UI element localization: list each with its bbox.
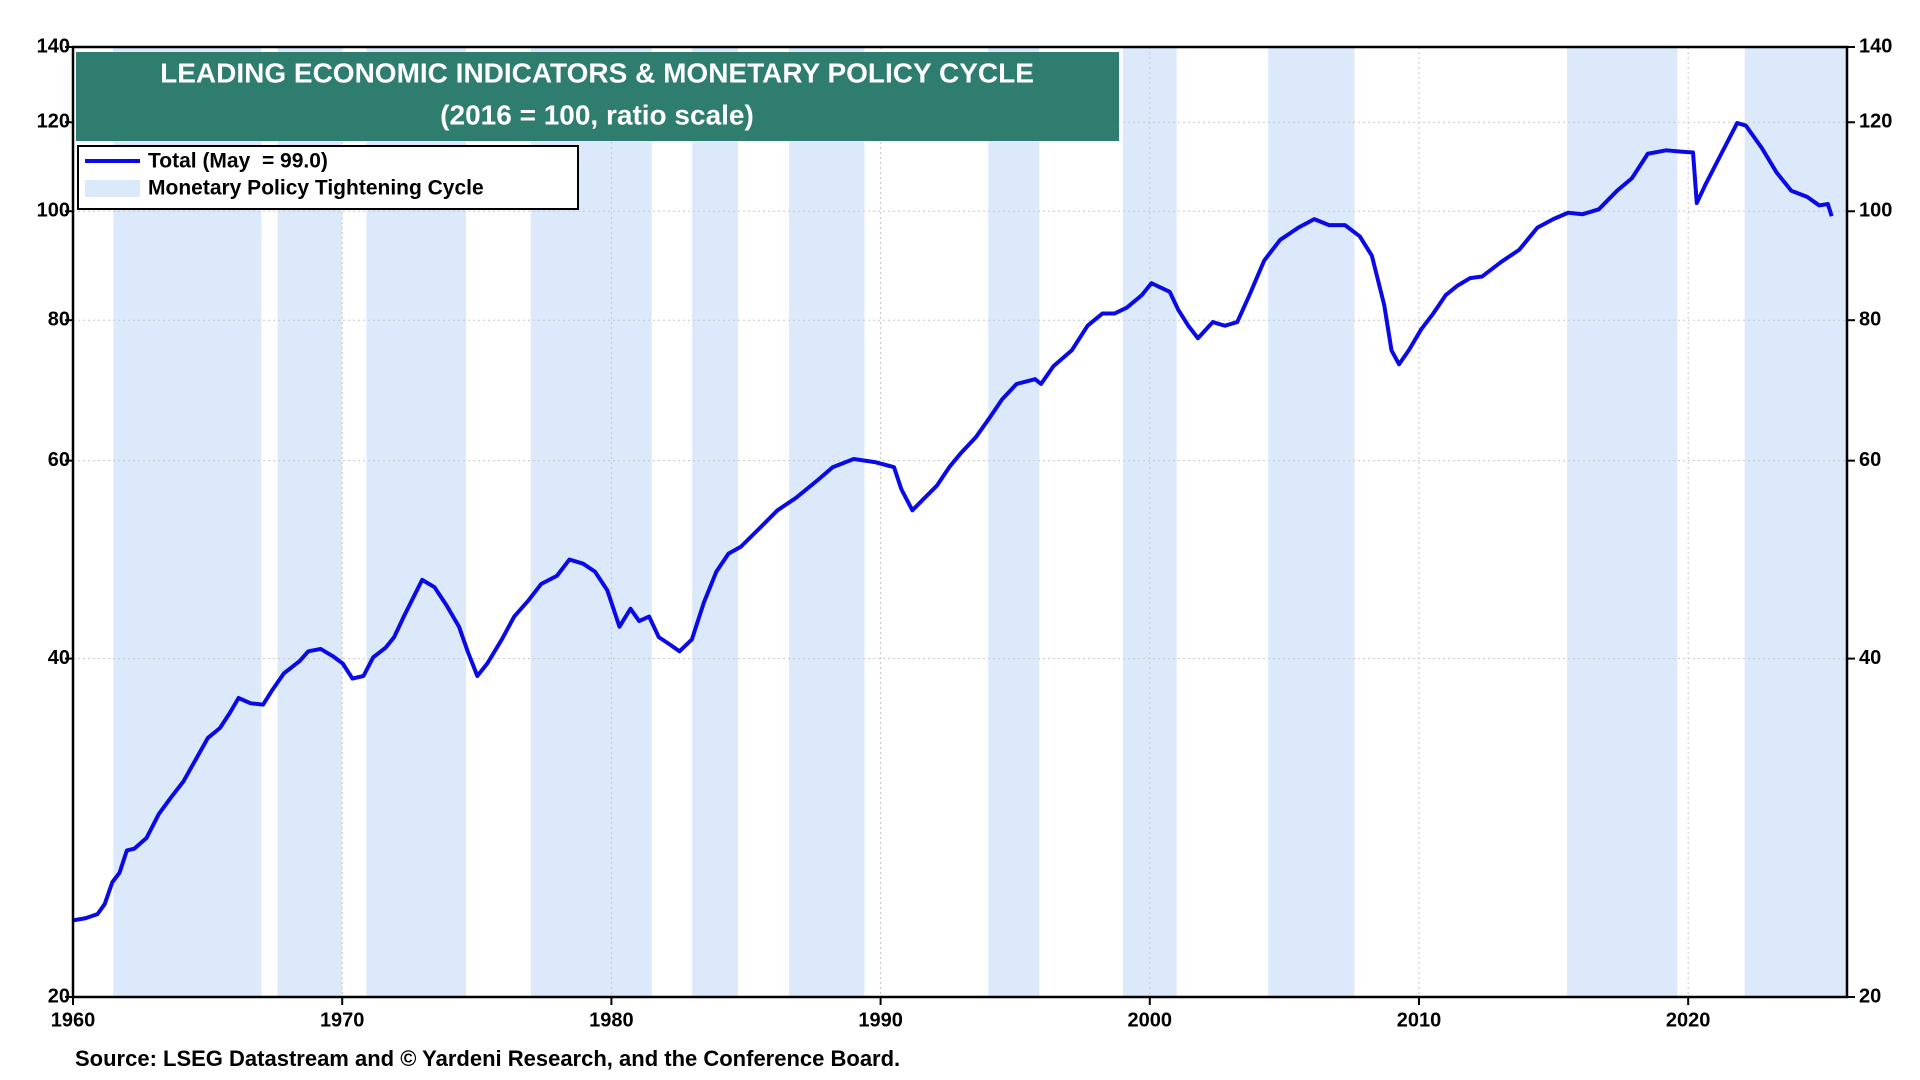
x-tick-label: 2020 [1666, 1009, 1711, 1031]
x-tick-label: 1990 [858, 1009, 903, 1031]
y2-tick-label: 140 [1859, 35, 1892, 57]
y-tick-label: 40 [48, 647, 70, 669]
x-tick-label: 1970 [320, 1009, 365, 1031]
y-tick-label: 140 [37, 35, 70, 57]
y-tick-label: 100 [37, 200, 70, 222]
y-tick-label: 20 [48, 985, 70, 1007]
y2-tick-label: 20 [1859, 985, 1881, 1007]
y-tick-label: 60 [48, 449, 70, 471]
legend-label: Monetary Policy Tightening Cycle [148, 177, 484, 200]
source-note: Source: LSEG Datastream and © Yardeni Re… [75, 1046, 900, 1071]
tightening-band [1567, 47, 1678, 997]
y2-tick-label: 60 [1859, 449, 1881, 471]
y2-tick-label: 40 [1859, 647, 1881, 669]
series-line [72, 121, 1834, 923]
lines [72, 121, 1834, 923]
legend-swatch [85, 180, 140, 197]
chart-subtitle: (2016 = 100, ratio scale) [440, 99, 754, 130]
tightening-band [1744, 47, 1847, 997]
tightening-band [692, 47, 738, 997]
x-tick-label: 2010 [1397, 1009, 1442, 1031]
y2-tick-label: 120 [1859, 111, 1892, 133]
x-tick-label: 1980 [589, 1009, 634, 1031]
title-box [76, 52, 1119, 141]
y-tick-label: 80 [48, 308, 70, 330]
tightening-band [1268, 47, 1355, 997]
chart-title: LEADING ECONOMIC INDICATORS & MONETARY P… [160, 57, 1034, 88]
y2-tick-label: 100 [1859, 200, 1892, 222]
y2-tick-label: 80 [1859, 308, 1881, 330]
legend-box [77, 145, 579, 210]
tightening-band [988, 47, 1040, 997]
tightening-band [789, 47, 865, 997]
plot-frame [71, 45, 1849, 999]
legend-label: Total (May = 99.0) [148, 150, 328, 173]
x-tick-label: 2000 [1128, 1009, 1173, 1031]
x-tick-label: 1960 [51, 1009, 96, 1031]
y-tick-label: 120 [37, 111, 70, 133]
